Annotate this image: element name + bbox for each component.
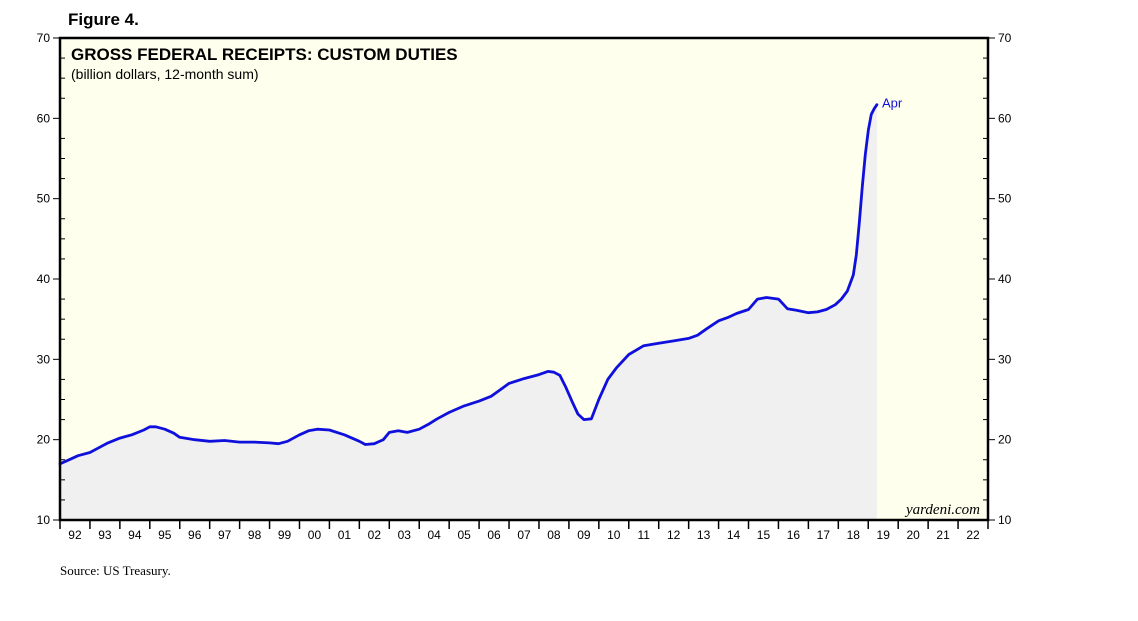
x-tick-label: 15 xyxy=(757,528,771,542)
x-tick-label: 13 xyxy=(697,528,711,542)
figure-label: Figure 4. xyxy=(68,10,139,29)
area-layer xyxy=(60,104,877,519)
annotation-apr: Apr xyxy=(882,96,903,111)
x-tick-label: 20 xyxy=(906,528,920,542)
x-tick-label: 14 xyxy=(727,528,741,542)
x-tick-label: 08 xyxy=(547,528,561,542)
y-tick-label-left: 60 xyxy=(37,111,51,125)
x-tick-label: 03 xyxy=(398,528,412,542)
x-tick-label: 10 xyxy=(607,528,621,542)
x-tick-label: 06 xyxy=(487,528,501,542)
x-tick-label: 02 xyxy=(368,528,382,542)
x-tick-label: 22 xyxy=(966,528,980,542)
tick-layer: 10 10 20 20 30 30 40 40 50 50 60 60 70 70 92 93 94 95 96 97… xyxy=(37,31,1012,542)
x-tick-label: 21 xyxy=(936,528,950,542)
x-tick-label: 96 xyxy=(188,528,202,542)
x-tick-label: 07 xyxy=(517,528,531,542)
x-tick-label: 19 xyxy=(877,528,891,542)
x-tick-label: 09 xyxy=(577,528,591,542)
line-layer xyxy=(58,103,879,466)
y-tick-label-right: 50 xyxy=(998,192,1012,206)
x-tick-label: 12 xyxy=(667,528,681,542)
series-area xyxy=(60,104,877,519)
x-tick-label: 18 xyxy=(847,528,861,542)
y-tick-label-right: 30 xyxy=(998,352,1012,366)
x-tick-label: 16 xyxy=(787,528,801,542)
x-tick-label: 99 xyxy=(278,528,292,542)
x-tick-label: 04 xyxy=(428,528,442,542)
watermark: yardeni.com xyxy=(904,502,980,518)
y-tick-label-left: 40 xyxy=(37,272,51,286)
chart-title: GROSS FEDERAL RECEIPTS: CUSTOM DUTIES xyxy=(71,45,458,64)
y-tick-label-left: 50 xyxy=(37,192,51,206)
y-tick-label-right: 60 xyxy=(998,111,1012,125)
y-tick-label-right: 70 xyxy=(998,31,1012,45)
x-tick-label: 94 xyxy=(128,528,142,542)
x-tick-label: 98 xyxy=(248,528,262,542)
x-tick-label: 92 xyxy=(68,528,82,542)
series-line xyxy=(58,103,879,466)
x-tick-label: 95 xyxy=(158,528,172,542)
source-note: Source: US Treasury. xyxy=(60,563,171,578)
x-tick-label: 11 xyxy=(638,528,651,542)
y-tick-label-left: 20 xyxy=(37,433,51,447)
x-tick-label: 00 xyxy=(308,528,322,542)
x-tick-label: 05 xyxy=(457,528,471,542)
y-tick-label-left: 30 xyxy=(37,352,51,366)
y-tick-label-left: 10 xyxy=(37,513,51,527)
y-tick-label-left: 70 xyxy=(37,31,51,45)
x-tick-label: 01 xyxy=(338,528,352,542)
y-tick-label-right: 20 xyxy=(998,433,1012,447)
x-tick-label: 97 xyxy=(218,528,232,542)
x-tick-label: 17 xyxy=(817,528,831,542)
chart-subtitle: (billion dollars, 12-month sum) xyxy=(71,66,259,82)
y-tick-label-right: 10 xyxy=(998,513,1012,527)
y-tick-label-right: 40 xyxy=(998,272,1012,286)
x-tick-label: 93 xyxy=(98,528,112,542)
